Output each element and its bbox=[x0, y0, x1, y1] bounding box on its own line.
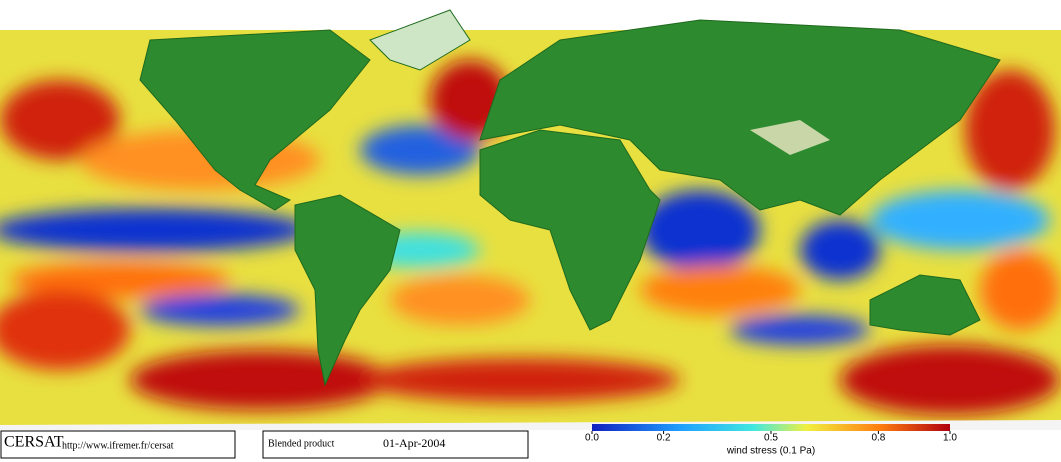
url: http://www.ifremer.fr/cersat bbox=[62, 440, 174, 451]
logo: CERSAT bbox=[4, 434, 64, 451]
colorbar-tick-label: 0.5 bbox=[764, 433, 778, 444]
colorbar-label: wind stress (0.1 Pa) bbox=[726, 446, 815, 457]
date: 01-Apr-2004 bbox=[383, 436, 445, 450]
land bbox=[0, 0, 1061, 430]
logo-box bbox=[0, 430, 236, 459]
product: Blended product bbox=[268, 438, 335, 449]
product-box bbox=[262, 430, 529, 459]
colorbar-tick-label: 0.0 bbox=[585, 433, 599, 444]
colorbar-tick-label: 1.0 bbox=[943, 433, 957, 444]
colorbar-tick-label: 0.8 bbox=[871, 433, 885, 444]
colorbar bbox=[592, 424, 950, 431]
colorbar-tick-label: 0.2 bbox=[657, 433, 671, 444]
